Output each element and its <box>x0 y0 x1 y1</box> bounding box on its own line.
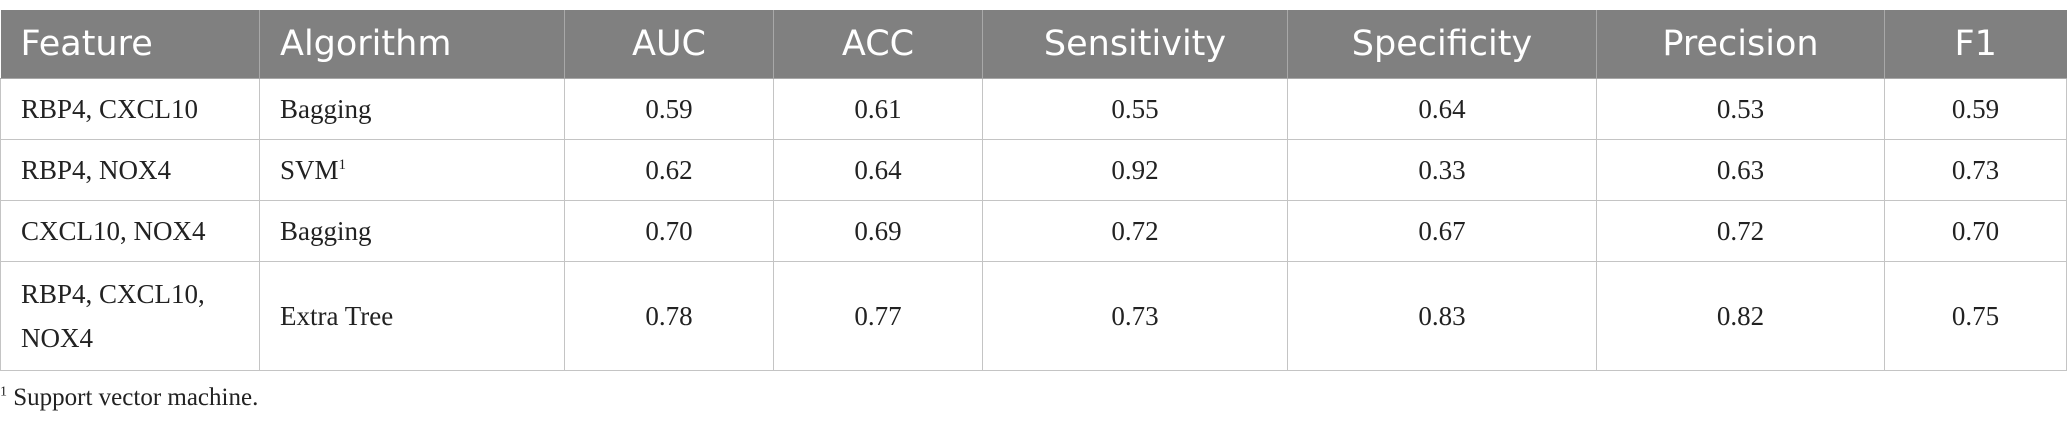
table-row: CXCL10, NOX4 Bagging 0.70 0.69 0.72 0.67… <box>0 200 2067 262</box>
cell-acc: 0.64 <box>773 139 983 201</box>
header-precision: Precision <box>1596 10 1885 79</box>
cell-specificity: 0.33 <box>1287 139 1597 201</box>
table-row: RBP4, CXCL10 Bagging 0.59 0.61 0.55 0.64… <box>0 78 2067 140</box>
cell-sensitivity: 0.73 <box>982 261 1288 371</box>
footnote-text: Support vector machine. <box>7 384 259 411</box>
cell-auc: 0.70 <box>564 200 774 262</box>
cell-algorithm: Bagging <box>259 78 565 140</box>
cell-precision: 0.53 <box>1596 78 1885 140</box>
cell-feature: CXCL10, NOX4 <box>0 200 260 262</box>
cell-sensitivity: 0.55 <box>982 78 1288 140</box>
cell-specificity: 0.83 <box>1287 261 1597 371</box>
cell-precision: 0.82 <box>1596 261 1885 371</box>
algorithm-label: SVM <box>280 155 339 185</box>
cell-algorithm: Extra Tree <box>259 261 565 371</box>
cell-feature: RBP4, CXCL10 <box>0 78 260 140</box>
cell-precision: 0.63 <box>1596 139 1885 201</box>
cell-sensitivity: 0.72 <box>982 200 1288 262</box>
cell-acc: 0.61 <box>773 78 983 140</box>
cell-feature: RBP4, NOX4 <box>0 139 260 201</box>
cell-acc: 0.77 <box>773 261 983 371</box>
header-auc: AUC <box>564 10 774 79</box>
header-acc: ACC <box>773 10 983 79</box>
header-f1: F1 <box>1884 10 2067 79</box>
algorithm-label: Bagging <box>280 216 372 246</box>
cell-algorithm: Bagging <box>259 200 565 262</box>
cell-sensitivity: 0.92 <box>982 139 1288 201</box>
header-feature: Feature <box>0 10 260 79</box>
footnote-marker: 1 <box>0 384 7 400</box>
algorithm-label: Bagging <box>280 94 372 124</box>
header-specificity: Specificity <box>1287 10 1597 79</box>
cell-feature: RBP4, CXCL10, NOX4 <box>0 261 260 371</box>
header-algorithm: Algorithm <box>259 10 565 79</box>
table-row: RBP4, CXCL10, NOX4 Extra Tree 0.78 0.77 … <box>0 261 2067 371</box>
cell-auc: 0.59 <box>564 78 774 140</box>
header-row: Feature Algorithm AUC ACC Sensitivity Sp… <box>0 10 2067 79</box>
cell-acc: 0.69 <box>773 200 983 262</box>
cell-f1: 0.70 <box>1884 200 2067 262</box>
cell-precision: 0.72 <box>1596 200 1885 262</box>
cell-specificity: 0.67 <box>1287 200 1597 262</box>
cell-algorithm: SVM1 <box>259 139 565 201</box>
cell-f1: 0.73 <box>1884 139 2067 201</box>
cell-f1: 0.59 <box>1884 78 2067 140</box>
footnote-marker: 1 <box>338 157 347 173</box>
cell-f1: 0.75 <box>1884 261 2067 371</box>
table-footnote: 1 Support vector machine. <box>0 384 258 412</box>
cell-auc: 0.78 <box>564 261 774 371</box>
results-table-container: Feature Algorithm AUC ACC Sensitivity Sp… <box>0 10 2067 371</box>
results-table: Feature Algorithm AUC ACC Sensitivity Sp… <box>0 10 2067 371</box>
cell-auc: 0.62 <box>564 139 774 201</box>
cell-specificity: 0.64 <box>1287 78 1597 140</box>
algorithm-label: Extra Tree <box>280 301 394 331</box>
table-row: RBP4, NOX4 SVM1 0.62 0.64 0.92 0.33 0.63… <box>0 139 2067 201</box>
header-sensitivity: Sensitivity <box>982 10 1288 79</box>
